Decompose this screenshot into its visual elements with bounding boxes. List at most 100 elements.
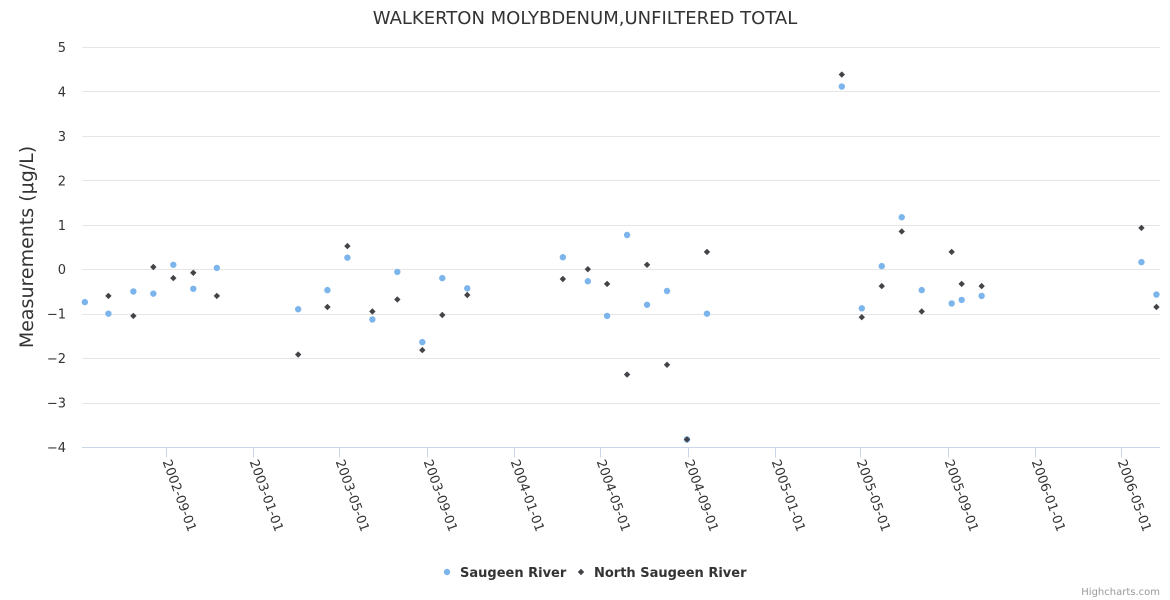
data-point[interactable] [1138,258,1145,266]
data-point[interactable] [918,308,925,315]
data-point[interactable] [898,214,905,221]
data-point[interactable] [1153,303,1160,311]
data-point[interactable] [170,274,177,282]
data-point[interactable] [294,351,302,358]
data-point[interactable] [838,71,846,78]
data-point[interactable] [683,436,691,443]
data-point[interactable] [294,306,302,313]
x-tick-label: 2003-05-01 [332,458,372,534]
data-point[interactable] [1153,291,1160,298]
data-point[interactable] [978,292,985,300]
data-point[interactable] [344,242,351,250]
data-point[interactable] [559,254,567,261]
data-point[interactable] [190,269,197,276]
data-point[interactable] [81,298,89,306]
data-point[interactable] [464,291,471,299]
data-point[interactable] [1138,224,1145,232]
x-tick-label: 2004-05-01 [593,458,633,534]
data-point[interactable] [213,264,221,272]
legend-label: North Saugeen River [594,566,747,581]
data-point[interactable] [603,312,611,320]
data-point[interactable] [419,338,426,346]
x-tick-label: 2006-01-01 [1028,458,1068,534]
data-point[interactable] [958,296,965,304]
data-point[interactable] [623,371,631,378]
plot-area [81,71,1160,443]
x-tick-label: 2003-09-01 [420,458,460,534]
y-tick-label: −3 [47,397,66,412]
legend-symbol-circle [443,568,451,576]
data-point[interactable] [918,286,925,294]
chart-title: WALKERTON MOLYBDENUM,UNFILTERED TOTAL [373,8,797,29]
data-point[interactable] [419,346,426,354]
data-point[interactable] [623,231,631,239]
data-point[interactable] [394,268,401,276]
y-tick-label: −4 [47,441,66,456]
y-axis-title: Measurements (μg/L) [16,146,38,348]
data-point[interactable] [559,275,567,283]
x-tick-label: 2003-01-01 [246,458,286,534]
data-point[interactable] [643,261,651,268]
data-point[interactable] [150,290,157,297]
data-point[interactable] [170,261,177,268]
data-point[interactable] [898,228,905,235]
data-point[interactable] [369,316,376,323]
x-tick-label: 2006-05-01 [1114,458,1154,534]
data-point[interactable] [878,262,885,270]
data-point[interactable] [105,292,112,300]
data-point[interactable] [858,314,865,321]
data-point[interactable] [439,274,446,282]
y-tick-label: −1 [47,308,66,323]
data-point[interactable] [703,310,711,317]
x-axis: 2002-09-01 2003-01-01 2003-05-01 2003-09-01… [82,447,1160,534]
x-tick-label: 2005-05-01 [853,458,893,534]
data-point[interactable] [439,311,446,319]
series-north-saugeen-river [105,71,1160,443]
y-tick-label: −2 [47,352,66,367]
data-point[interactable] [190,285,197,292]
data-point[interactable] [858,305,865,312]
data-point[interactable] [324,286,331,294]
data-point[interactable] [663,287,671,295]
data-point[interactable] [394,296,401,303]
data-point[interactable] [948,300,955,307]
legend-symbol-diamond [577,568,585,576]
y-axis-ticks: 5 4 3 2 1 0 −1 −2 −3 −4 [47,41,66,456]
y-tick-label: 3 [58,130,66,145]
data-point[interactable] [344,254,351,261]
data-point[interactable] [369,308,376,315]
data-point[interactable] [603,280,611,288]
data-point[interactable] [105,310,112,317]
x-tick-label: 2004-01-01 [507,458,547,534]
data-point[interactable] [213,292,221,300]
legend-item-north-saugeen-river[interactable]: North Saugeen River [577,566,747,581]
data-point[interactable] [464,285,471,292]
x-tick-label: 2002-09-01 [159,458,199,534]
legend: Saugeen River North Saugeen River [443,566,747,581]
gridlines [82,47,1160,404]
y-tick-label: 4 [58,85,66,100]
data-point[interactable] [838,83,846,90]
credits-link[interactable]: Highcharts.com [1081,587,1160,598]
data-point[interactable] [703,248,711,256]
data-point[interactable] [324,303,331,311]
data-point[interactable] [663,361,671,368]
data-point[interactable] [643,301,651,308]
data-point[interactable] [584,278,592,285]
data-point[interactable] [584,266,592,273]
data-point[interactable] [948,248,955,256]
y-tick-label: 2 [58,174,66,189]
data-point[interactable] [978,282,985,290]
data-point[interactable] [130,288,137,295]
x-tick-label: 2005-09-01 [941,458,981,534]
y-tick-label: 1 [58,219,66,234]
legend-item-saugeen-river[interactable]: Saugeen River [443,566,567,581]
data-point[interactable] [958,280,965,288]
data-point[interactable] [878,282,885,290]
data-point[interactable] [130,312,137,320]
series-saugeen-river [81,83,1160,443]
x-tick-label: 2005-01-01 [768,458,808,534]
data-point[interactable] [150,263,157,271]
legend-label: Saugeen River [460,566,567,581]
